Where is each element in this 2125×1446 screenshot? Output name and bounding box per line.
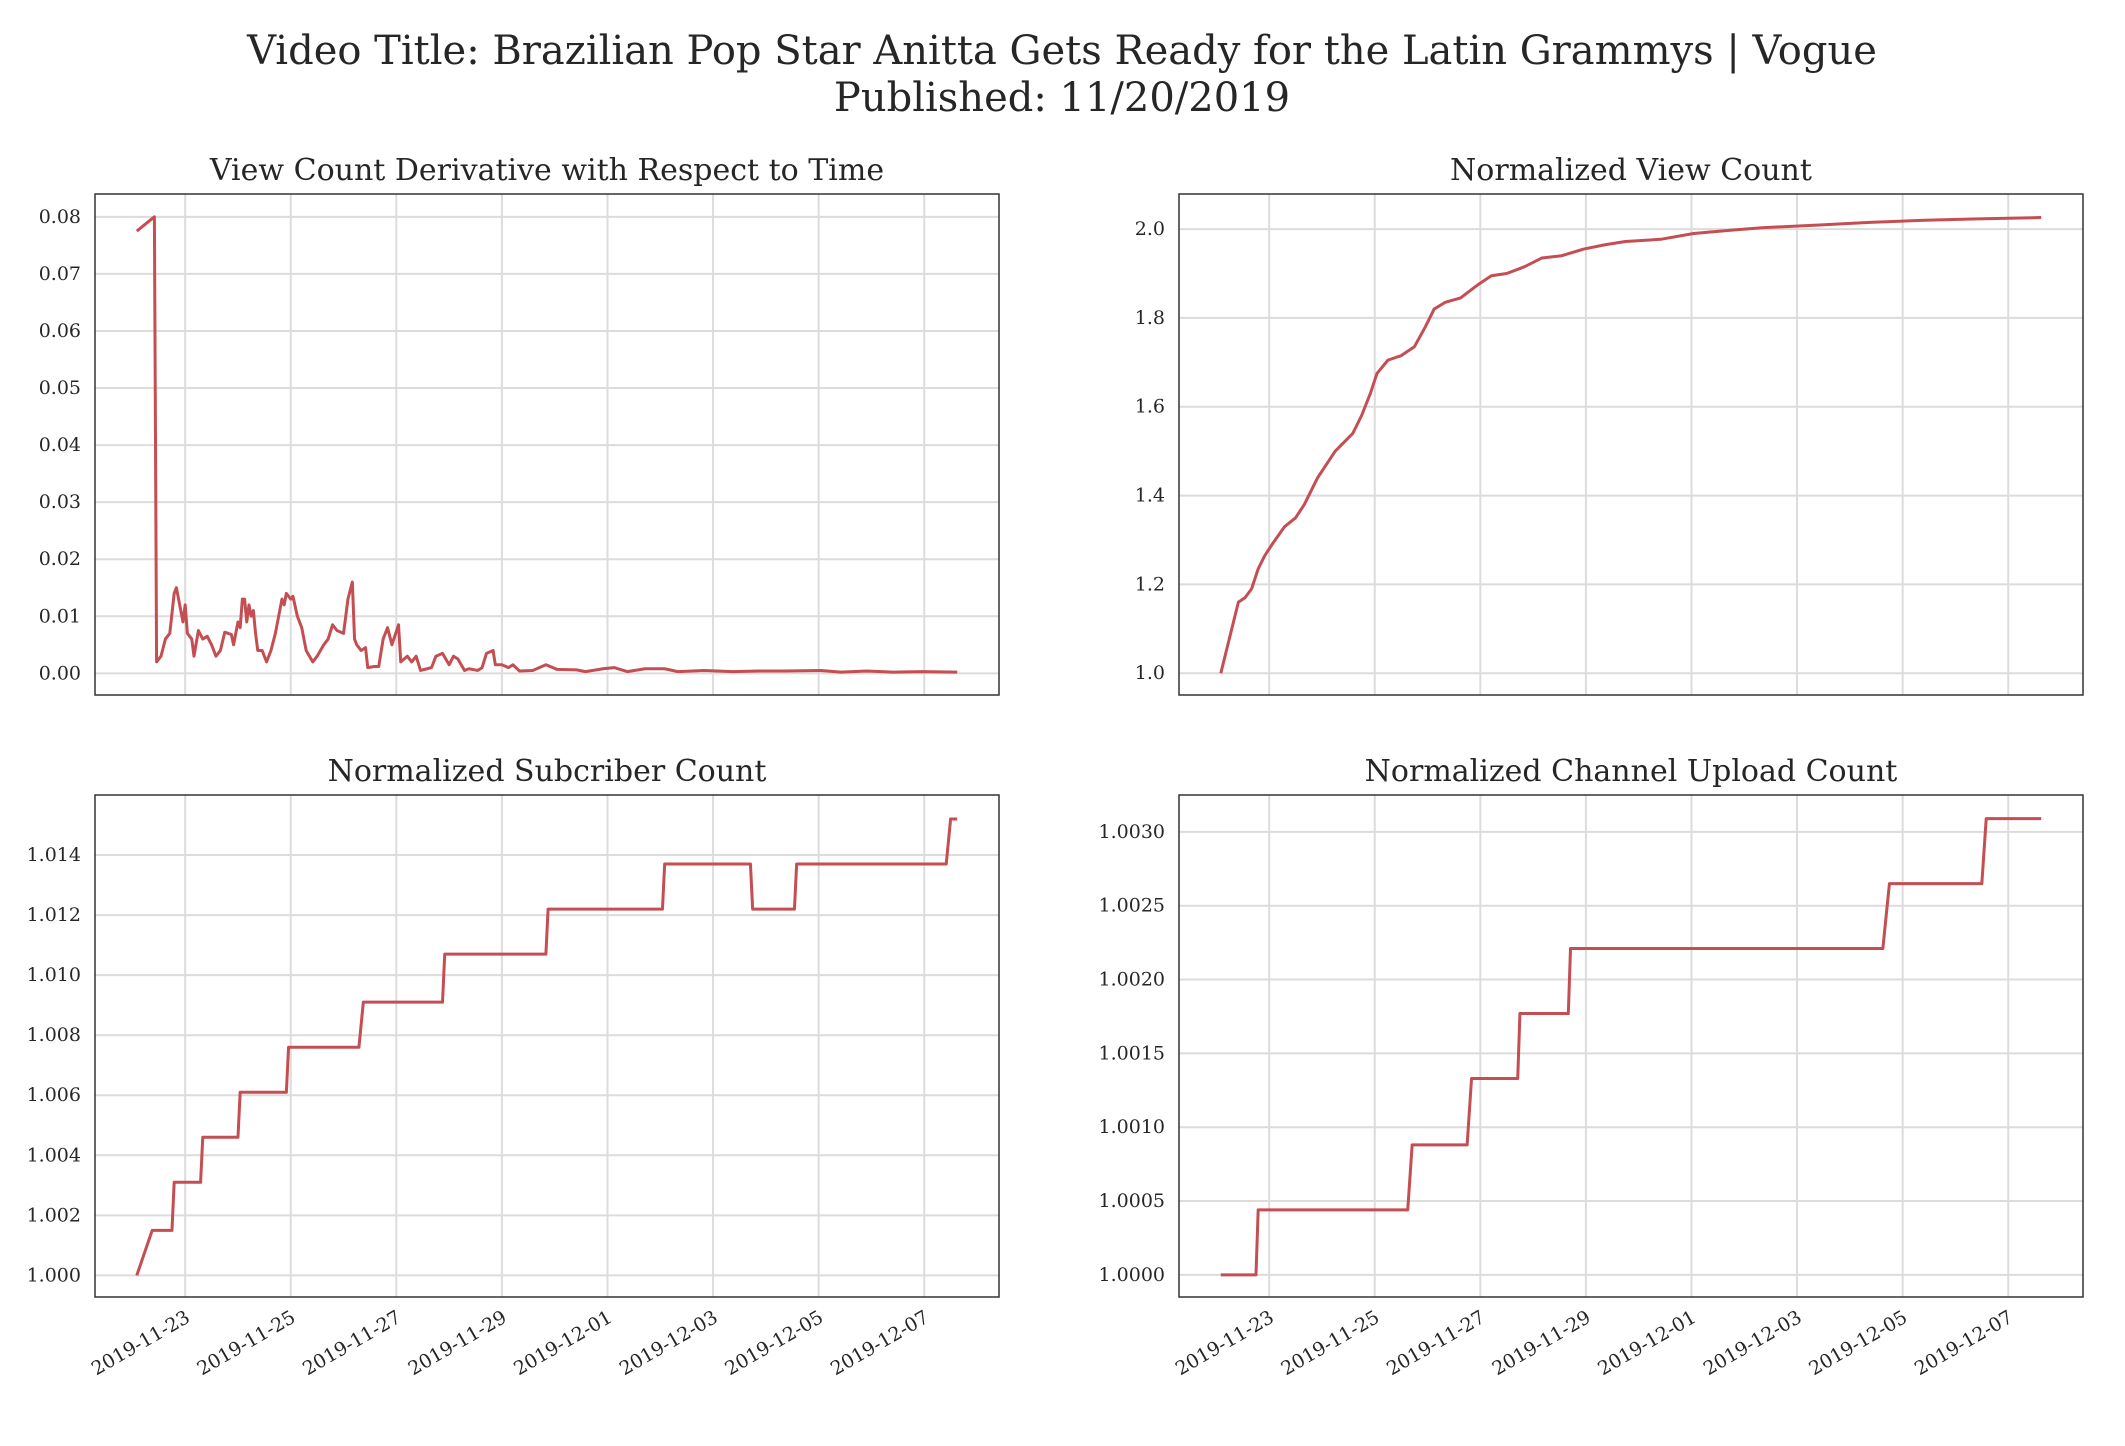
y-tick-label: 0.05 [39,377,81,399]
axes-frame [94,193,1000,696]
x-tick-label: 2019-12-01 [510,1306,616,1380]
x-tick-label: 2019-12-03 [1700,1306,1806,1380]
y-tick-label: 1.0 [1135,662,1165,684]
y-tick-label: 1.000 [27,1264,81,1286]
y-tick-label: 0.02 [39,548,81,570]
x-tick-label: 2019-11-25 [193,1306,299,1380]
x-tick-label: 2019-11-29 [1489,1306,1595,1380]
y-tick-label: 0.03 [39,491,81,513]
y-tick-label: 1.014 [27,844,81,866]
axes-frame [1178,794,2084,1298]
y-tick-label: 1.0015 [1099,1042,1165,1064]
x-tick-label: 2019-11-27 [299,1306,405,1380]
y-tick-label: 1.6 [1135,396,1165,418]
y-tick-label: 0.07 [39,263,81,285]
x-tick-label: 2019-12-05 [721,1306,827,1380]
y-tick-label: 1.004 [27,1144,81,1166]
figure-subtitle: Published: 11/20/2019 [834,75,1290,121]
subplot-title: Normalized Subcriber Count [328,754,767,789]
data-line [135,817,958,1276]
y-tick-label: 1.2 [1135,573,1165,595]
y-tick-label: 1.002 [27,1204,81,1226]
subplot: View Count Derivative with Respect to Ti… [39,153,1000,696]
y-tick-label: 1.0025 [1099,895,1165,917]
y-tick-label: 1.8 [1135,307,1165,329]
y-tick-label: 1.008 [27,1024,81,1046]
x-tick-label: 2019-12-01 [1594,1306,1700,1380]
subplot: Normalized Channel Upload Count 2019-11-2… [1099,754,2084,1380]
axes-frame [94,794,1000,1298]
subplot: Normalized View Count 1.0 1.2 1.4 1.6 1.8 2.0 [1135,153,2084,696]
y-tick-label: 0.06 [39,320,81,342]
x-tick-label: 2019-11-23 [1172,1306,1278,1380]
subplot-title: Normalized Channel Upload Count [1365,754,1898,789]
x-tick-label: 2019-12-07 [827,1306,933,1380]
x-tick-label: 2019-12-07 [1911,1306,2017,1380]
x-tick-label: 2019-12-03 [616,1306,722,1380]
x-tick-label: 2019-11-27 [1383,1306,1489,1380]
y-tick-label: 1.010 [27,964,81,986]
y-tick-label: 1.4 [1135,485,1165,507]
x-tick-label: 2019-11-23 [88,1306,194,1380]
data-line [135,215,958,674]
x-tick-label: 2019-11-25 [1277,1306,1383,1380]
y-tick-label: 0.08 [39,206,81,228]
y-tick-label: 1.0005 [1099,1190,1165,1212]
y-tick-label: 1.0020 [1099,969,1165,991]
data-line [1220,817,2042,1277]
y-tick-label: 0.00 [39,662,81,684]
subplot-title: View Count Derivative with Respect to Ti… [209,153,884,188]
figure-title: Video Title: Brazilian Pop Star Anitta G… [246,28,1877,74]
y-tick-label: 0.01 [39,605,81,627]
y-tick-label: 0.04 [39,434,81,456]
x-tick-label: 2019-12-05 [1805,1306,1911,1380]
x-tick-label: 2019-11-29 [405,1306,511,1380]
subplot-title: Normalized View Count [1450,153,1812,188]
y-tick-label: 1.0030 [1099,821,1165,843]
data-line [1219,216,2042,674]
y-tick-label: 1.0010 [1099,1116,1165,1138]
y-tick-label: 1.012 [27,904,81,926]
axes-frame [1178,193,2084,696]
y-tick-label: 2.0 [1135,218,1165,240]
y-tick-label: 1.0000 [1099,1264,1165,1286]
y-tick-label: 1.006 [27,1084,81,1106]
